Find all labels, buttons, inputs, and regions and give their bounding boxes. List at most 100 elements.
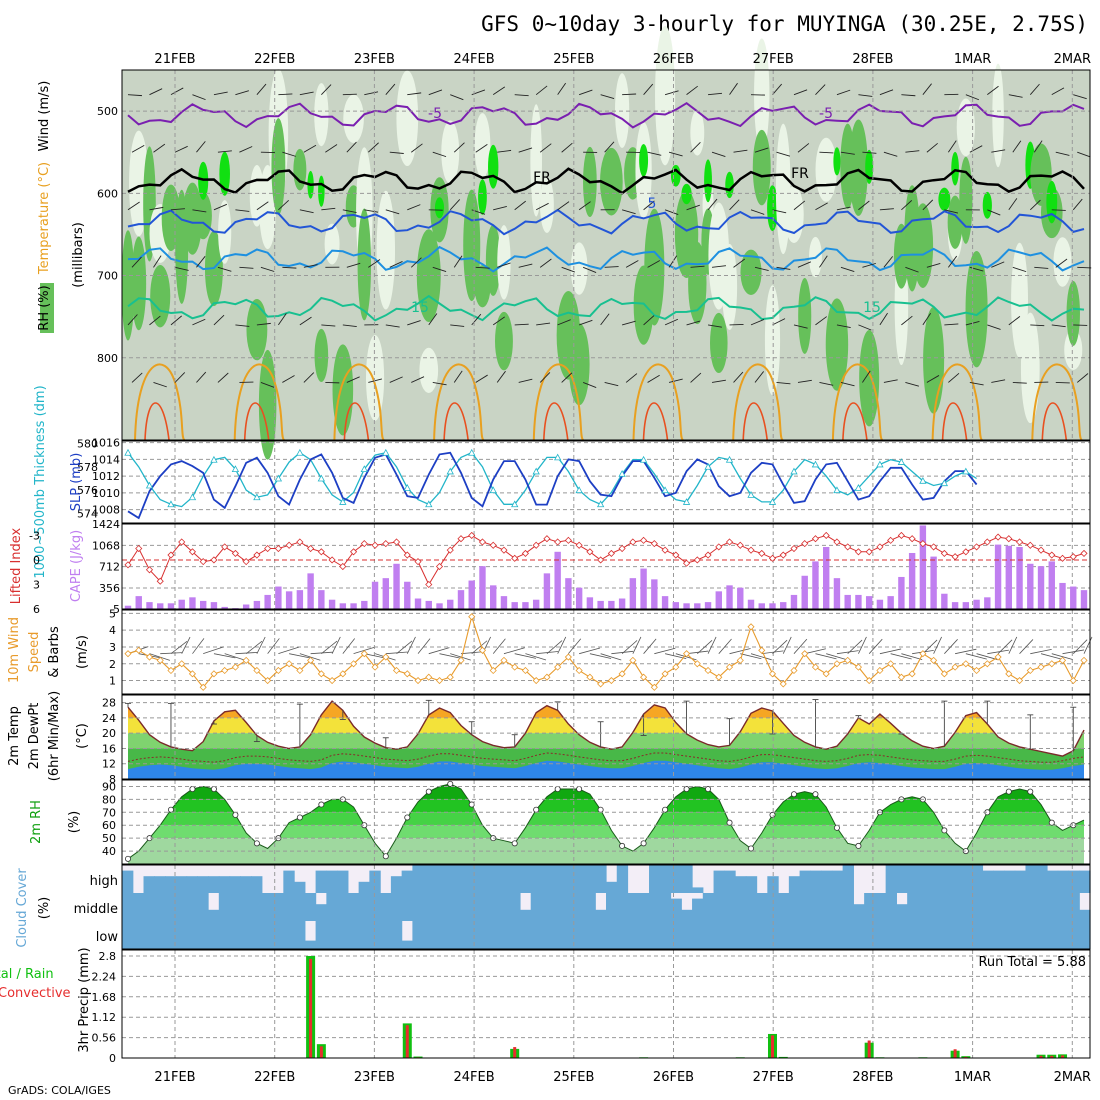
wind-barb bbox=[492, 316, 505, 326]
wind-barb bbox=[174, 266, 189, 271]
rh-dry-blob bbox=[690, 109, 705, 156]
cloud-cover-bar bbox=[552, 921, 564, 949]
date-label-top: 28FEB bbox=[852, 52, 893, 67]
lifted-index-point bbox=[1069, 553, 1077, 561]
cloud-cover-bar bbox=[907, 865, 919, 893]
thickness-point bbox=[768, 498, 777, 505]
wind-barb bbox=[604, 382, 619, 387]
cape-frame bbox=[121, 523, 1091, 610]
wind-speed-point bbox=[919, 650, 927, 658]
lifted-index-point bbox=[328, 556, 336, 564]
cloud-cover-bar bbox=[971, 865, 984, 893]
wind10m-barb bbox=[385, 651, 408, 655]
thickness-point bbox=[833, 486, 841, 494]
wind-barb bbox=[518, 378, 533, 383]
wind-speed-point bbox=[973, 666, 981, 675]
lifted-index-point bbox=[264, 544, 272, 553]
wind-speed-point bbox=[661, 670, 669, 678]
cape-bar bbox=[124, 605, 132, 609]
precip-total-legend: Total / Rain bbox=[0, 967, 54, 982]
precip-convective-bar bbox=[964, 1056, 968, 1058]
wind-barb bbox=[432, 382, 447, 386]
rh-dry-blob bbox=[784, 185, 804, 243]
cloud-cover-bar bbox=[1025, 893, 1037, 921]
cloud-cover-bar bbox=[842, 865, 854, 893]
wind-barb bbox=[733, 149, 748, 153]
wind-speed-point bbox=[725, 663, 734, 671]
cloud-cover-bar bbox=[982, 870, 994, 893]
wind-barb bbox=[922, 83, 932, 95]
cape-bar bbox=[328, 599, 336, 609]
rh-saturated-blob bbox=[1046, 180, 1058, 224]
wind-speed-point bbox=[145, 653, 154, 661]
lifted-index-point bbox=[801, 540, 809, 548]
wind10m-barb bbox=[1051, 653, 1073, 660]
cape-bar bbox=[350, 603, 357, 609]
cloud-cover-bar bbox=[659, 893, 672, 921]
wind-speed-point bbox=[478, 646, 487, 654]
cape-bar bbox=[1059, 582, 1066, 609]
date-label-bottom: 28FEB bbox=[852, 1070, 893, 1085]
wind-barb bbox=[192, 318, 206, 326]
lifted-index-point bbox=[951, 553, 959, 561]
rh-dry-blob bbox=[764, 285, 781, 396]
wind-speed-point bbox=[328, 676, 336, 685]
cloud-cover-bar bbox=[745, 921, 758, 949]
date-label-bottom: 27FEB bbox=[753, 1070, 794, 1085]
cloud-cover-bar bbox=[1046, 921, 1059, 949]
rh-moist-blob bbox=[485, 224, 501, 296]
cape-bar bbox=[468, 580, 475, 609]
wind-barb bbox=[364, 91, 379, 96]
wind-barb bbox=[750, 319, 765, 326]
wind-barb bbox=[497, 149, 512, 153]
wind-barb bbox=[389, 151, 404, 154]
rh-point bbox=[597, 806, 604, 813]
wind10m-barb bbox=[192, 638, 205, 654]
cloud-cover-bar bbox=[541, 921, 553, 949]
wind-barb bbox=[776, 266, 791, 270]
rh-point bbox=[662, 806, 669, 813]
wind-barb bbox=[969, 145, 983, 153]
lifted-index-point bbox=[199, 558, 207, 566]
thickness-point bbox=[231, 465, 240, 473]
wind-barb bbox=[733, 371, 744, 383]
cloud-cover-bar bbox=[509, 893, 521, 921]
cape-bar bbox=[146, 602, 153, 609]
thickness-point bbox=[618, 469, 626, 477]
wind-speed-point bbox=[468, 613, 476, 621]
rh-saturated-blob bbox=[434, 197, 445, 219]
cloud-cover-bar bbox=[1025, 921, 1037, 949]
rh-moist-blob bbox=[568, 323, 590, 406]
wind10m-barb bbox=[289, 653, 311, 659]
rh-moist-blob bbox=[121, 230, 135, 341]
rh-point bbox=[533, 806, 540, 813]
rh-tick-label: 90 bbox=[102, 780, 116, 793]
thickness-point bbox=[596, 500, 605, 508]
wind-speed-point bbox=[597, 680, 605, 688]
wind10m-barb bbox=[568, 638, 582, 654]
cloud-cover-bar bbox=[186, 876, 198, 893]
cloud-cover-bar bbox=[1036, 921, 1048, 949]
cloud-cover-bar bbox=[971, 893, 984, 921]
cloud-cover-bar bbox=[423, 921, 435, 949]
cloud-cover-bar bbox=[896, 865, 908, 893]
cape-bar bbox=[264, 594, 271, 609]
rh-point bbox=[382, 853, 389, 860]
cloud-cover-bar bbox=[380, 893, 392, 921]
cape-bar bbox=[984, 597, 991, 609]
cloud-cover-bar bbox=[562, 865, 575, 893]
wind-barb bbox=[797, 379, 812, 383]
cloud-cover-bar bbox=[681, 865, 693, 893]
wind-barb bbox=[1030, 324, 1045, 327]
wind-speed-point bbox=[382, 653, 390, 661]
wind-barb bbox=[776, 151, 791, 157]
cloud-cover-bar bbox=[982, 893, 994, 921]
cape-bar bbox=[769, 603, 776, 609]
cape-bar bbox=[865, 596, 873, 609]
cloud-cover-bar bbox=[1014, 921, 1027, 949]
cloud-cover-bar bbox=[498, 921, 510, 949]
thickness-point bbox=[124, 448, 132, 456]
wind10m-barb bbox=[525, 653, 547, 661]
rh-saturated-blob bbox=[639, 144, 649, 177]
rh-dry-blob bbox=[992, 63, 1004, 168]
